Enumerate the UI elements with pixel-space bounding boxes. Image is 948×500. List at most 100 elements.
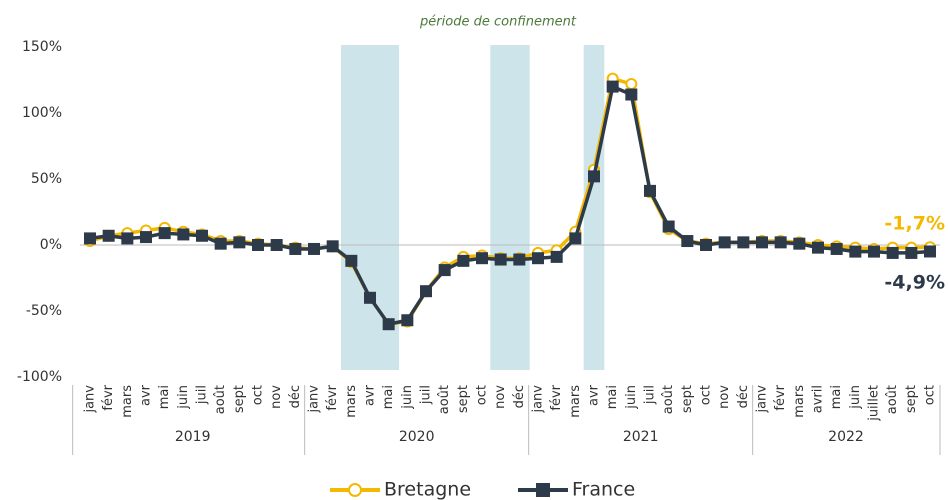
point bbox=[270, 239, 283, 251]
point bbox=[569, 232, 582, 245]
point bbox=[812, 241, 824, 254]
point bbox=[793, 237, 806, 250]
x-tick-label: mai bbox=[829, 385, 844, 409]
legend-label: France bbox=[572, 479, 635, 500]
x-tick-label: août bbox=[885, 385, 900, 414]
x-tick-label: mai bbox=[605, 385, 620, 409]
y-tick-label: -100% bbox=[17, 369, 62, 385]
x-tick-label: nov bbox=[269, 385, 284, 409]
x-tick-label: févr bbox=[101, 384, 116, 410]
point bbox=[308, 242, 320, 255]
y-tick-label: 0% bbox=[40, 237, 62, 253]
x-tick-label: déc bbox=[736, 385, 751, 408]
point bbox=[233, 236, 246, 249]
y-tick-label: 50% bbox=[31, 171, 62, 187]
x-tick-label: févr bbox=[549, 384, 564, 410]
point bbox=[476, 252, 488, 265]
x-tick-label: sept bbox=[456, 385, 471, 413]
point bbox=[289, 242, 302, 255]
group-label: 2021 bbox=[623, 429, 659, 445]
lockdown-band bbox=[490, 45, 530, 370]
x-tick-label: sept bbox=[680, 385, 695, 413]
point bbox=[700, 239, 712, 251]
x-tick-label: févr bbox=[773, 384, 788, 410]
x-tick-label: juil bbox=[195, 385, 210, 405]
point bbox=[401, 314, 414, 327]
end-label: -4,9% bbox=[884, 272, 945, 294]
point bbox=[532, 252, 544, 265]
x-tick-label: juin bbox=[176, 385, 191, 410]
x-tick-label: août bbox=[661, 385, 676, 414]
legend-marker bbox=[536, 483, 550, 497]
x-tick-label: juin bbox=[848, 385, 863, 410]
x-tick-label: mai bbox=[157, 385, 172, 409]
x-tick-label: mars bbox=[792, 385, 807, 418]
point bbox=[364, 291, 376, 304]
y-tick-label: 150% bbox=[22, 39, 62, 55]
x-tick-label: nov bbox=[717, 385, 732, 409]
point bbox=[457, 254, 470, 267]
series-line bbox=[89, 84, 931, 326]
point bbox=[625, 88, 638, 101]
x-tick-label: mars bbox=[120, 385, 135, 418]
point bbox=[494, 253, 507, 266]
point bbox=[886, 246, 899, 259]
point bbox=[849, 245, 862, 258]
point bbox=[662, 220, 675, 233]
x-tick-label: avr bbox=[139, 384, 154, 406]
x-tick-label: janv bbox=[307, 385, 322, 414]
point bbox=[644, 184, 656, 197]
x-tick-label: oct bbox=[699, 385, 714, 405]
x-tick-label: janv bbox=[755, 385, 770, 414]
lockdown-band bbox=[583, 45, 605, 370]
legend-label: Bretagne bbox=[384, 479, 471, 500]
point bbox=[326, 240, 339, 253]
point bbox=[214, 237, 227, 250]
point bbox=[345, 254, 358, 267]
group-label: 2022 bbox=[828, 429, 864, 445]
x-tick-label: janv bbox=[83, 385, 98, 414]
point bbox=[158, 227, 171, 240]
point bbox=[588, 170, 600, 183]
x-tick-label: déc bbox=[512, 385, 527, 408]
x-tick-label: févr bbox=[325, 384, 340, 410]
point bbox=[756, 236, 768, 249]
point bbox=[830, 242, 843, 255]
x-tick-label: juin bbox=[624, 385, 639, 410]
point bbox=[737, 236, 750, 249]
point bbox=[868, 245, 880, 258]
x-tick-label: avr bbox=[587, 384, 602, 406]
y-tick-label: 100% bbox=[22, 105, 62, 121]
end-label: -1,7% bbox=[884, 213, 945, 235]
point bbox=[382, 318, 395, 331]
group-label: 2020 bbox=[399, 429, 435, 445]
legend-marker bbox=[348, 483, 362, 497]
x-tick-label: nov bbox=[493, 385, 508, 409]
x-tick-label: juil bbox=[419, 385, 434, 405]
x-tick-label: janv bbox=[531, 385, 546, 414]
point bbox=[420, 285, 432, 298]
x-tick-label: déc bbox=[288, 385, 303, 408]
x-tick-label: avril bbox=[811, 385, 826, 413]
point bbox=[196, 229, 208, 242]
point bbox=[84, 232, 96, 245]
x-tick-label: oct bbox=[475, 385, 490, 405]
x-tick-label: oct bbox=[923, 385, 938, 405]
group-label: 2019 bbox=[175, 429, 211, 445]
y-tick-label: -50% bbox=[26, 303, 62, 319]
x-tick-label: mars bbox=[568, 385, 583, 418]
point bbox=[681, 235, 694, 248]
point bbox=[121, 232, 134, 245]
x-tick-label: mars bbox=[344, 385, 359, 418]
point bbox=[102, 229, 115, 242]
point bbox=[774, 236, 787, 249]
x-tick-label: août bbox=[437, 385, 452, 414]
x-tick-label: juil bbox=[643, 385, 658, 405]
point bbox=[140, 231, 152, 244]
lockdown-band bbox=[341, 45, 399, 370]
x-tick-label: juin bbox=[400, 385, 415, 410]
x-tick-label: sept bbox=[904, 385, 919, 413]
annotation: période de confinement bbox=[419, 15, 577, 30]
x-tick-label: oct bbox=[251, 385, 266, 405]
